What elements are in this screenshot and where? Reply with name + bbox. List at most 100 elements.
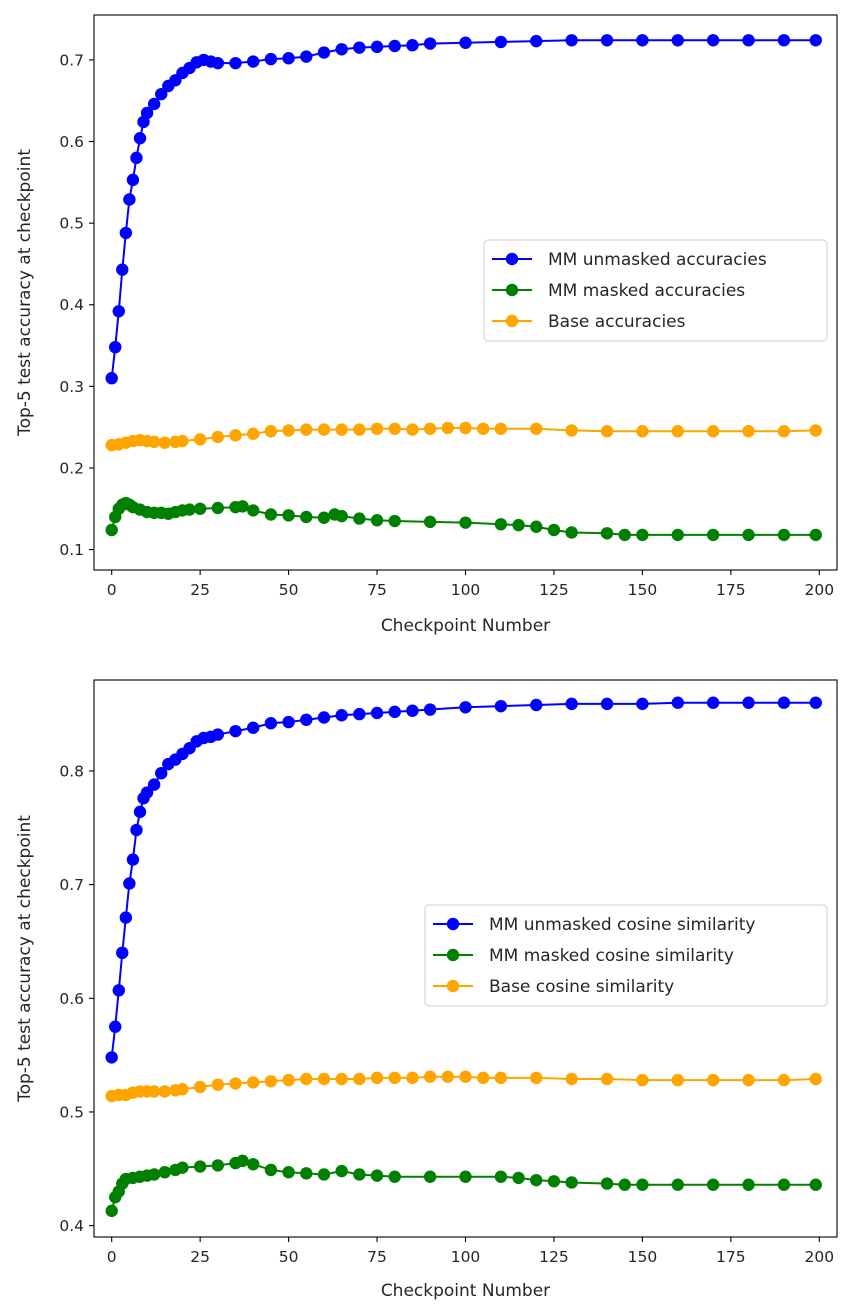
- data-point: [317, 1072, 331, 1086]
- data-point: [147, 778, 161, 791]
- data-point: [119, 911, 133, 924]
- data-point: [671, 1178, 684, 1191]
- data-point: [264, 1075, 278, 1088]
- data-point: [671, 425, 684, 438]
- x-tick-label: 0: [107, 581, 117, 599]
- data-point: [547, 523, 561, 537]
- legend-marker: [446, 948, 460, 962]
- x-axis-label: Checkpoint Number: [381, 616, 550, 636]
- y-tick-label: 0.8: [59, 762, 84, 780]
- data-point: [476, 422, 490, 435]
- data-point: [547, 1175, 561, 1188]
- data-point: [147, 1085, 161, 1098]
- data-point: [335, 1164, 348, 1178]
- data-point: [742, 1073, 755, 1087]
- data-point: [423, 37, 437, 50]
- data-point: [423, 703, 437, 716]
- series-1: [105, 34, 822, 385]
- x-tick-label: 0: [107, 1248, 117, 1266]
- legend-box: [424, 904, 828, 1007]
- data-point: [600, 697, 614, 711]
- legend-marker: [446, 979, 460, 993]
- data-point: [112, 984, 125, 997]
- legend-label: Base cosine similarity: [489, 977, 674, 997]
- data-point: [809, 424, 822, 437]
- legend-label: MM masked cosine similarity: [489, 946, 734, 966]
- data-point: [247, 1158, 260, 1171]
- data-point: [335, 423, 348, 436]
- legend: MM unmasked accuracies MM masked accuraci…: [483, 239, 828, 342]
- data-point: [388, 39, 401, 53]
- data-point: [247, 55, 260, 68]
- data-point: [193, 1080, 207, 1094]
- data-point: [809, 528, 822, 542]
- data-point: [459, 701, 472, 714]
- data-point: [229, 1077, 242, 1090]
- data-point: [317, 46, 331, 59]
- y-tick-label: 0.4: [59, 296, 84, 314]
- data-point: [264, 1163, 278, 1177]
- data-point: [116, 263, 129, 276]
- data-point: [133, 805, 147, 819]
- data-point: [183, 503, 196, 516]
- chart-1: 0 25 50 75 100 125 150 175 200 0.1 0.2 0.3 0.4 0.5 0.6…: [15, 14, 838, 636]
- data-point: [370, 422, 384, 435]
- data-point: [494, 422, 508, 435]
- data-point: [176, 1083, 189, 1096]
- legend-marker: [505, 283, 519, 297]
- data-point: [423, 515, 437, 529]
- data-point: [600, 527, 614, 540]
- x-tick-label: 175: [716, 581, 746, 599]
- data-point: [140, 106, 154, 120]
- data-point: [706, 1073, 720, 1087]
- data-point: [809, 696, 822, 709]
- data-point: [742, 696, 755, 709]
- data-point: [494, 1170, 508, 1183]
- data-point: [406, 39, 419, 52]
- data-point: [155, 767, 168, 780]
- legend-marker: [446, 917, 460, 931]
- data-point: [671, 1073, 684, 1087]
- data-point: [494, 1071, 508, 1085]
- data-point: [317, 711, 331, 724]
- data-point: [388, 422, 401, 435]
- data-point: [406, 1071, 419, 1085]
- data-point: [388, 705, 401, 719]
- data-point: [300, 1167, 313, 1180]
- data-point: [636, 34, 649, 47]
- data-point: [565, 1072, 578, 1086]
- data-point: [211, 1159, 225, 1172]
- data-point: [105, 1204, 118, 1218]
- data-point: [706, 528, 720, 542]
- data-point: [530, 698, 543, 712]
- data-point: [706, 425, 720, 438]
- y-axis-label: Top-5 test accuracy at checkpoint: [15, 149, 35, 437]
- y-axis-label: Top-5 test accuracy at checkpoint: [15, 815, 35, 1103]
- data-point: [147, 97, 161, 111]
- data-point: [370, 1071, 384, 1085]
- data-point: [494, 35, 508, 49]
- data-point: [300, 510, 313, 524]
- data-point: [706, 1178, 720, 1191]
- data-point: [353, 41, 366, 54]
- series-3: [105, 421, 822, 452]
- data-point: [671, 696, 684, 709]
- data-point: [105, 523, 118, 537]
- data-point: [300, 423, 313, 436]
- x-tick-label: 125: [539, 581, 569, 599]
- data-point: [423, 422, 437, 435]
- data-point: [742, 1178, 755, 1191]
- data-point: [211, 501, 225, 515]
- y-tick-label: 0.7: [59, 51, 84, 69]
- data-point: [565, 34, 578, 47]
- data-point: [211, 430, 225, 444]
- y-tick-label: 0.7: [59, 876, 84, 894]
- data-point: [300, 50, 313, 63]
- y-tick-label: 0.6: [59, 133, 84, 151]
- legend-label: Base accuracies: [548, 312, 686, 332]
- data-point: [229, 724, 242, 738]
- data-point: [229, 56, 242, 70]
- data-point: [636, 528, 649, 542]
- data-point: [300, 713, 313, 726]
